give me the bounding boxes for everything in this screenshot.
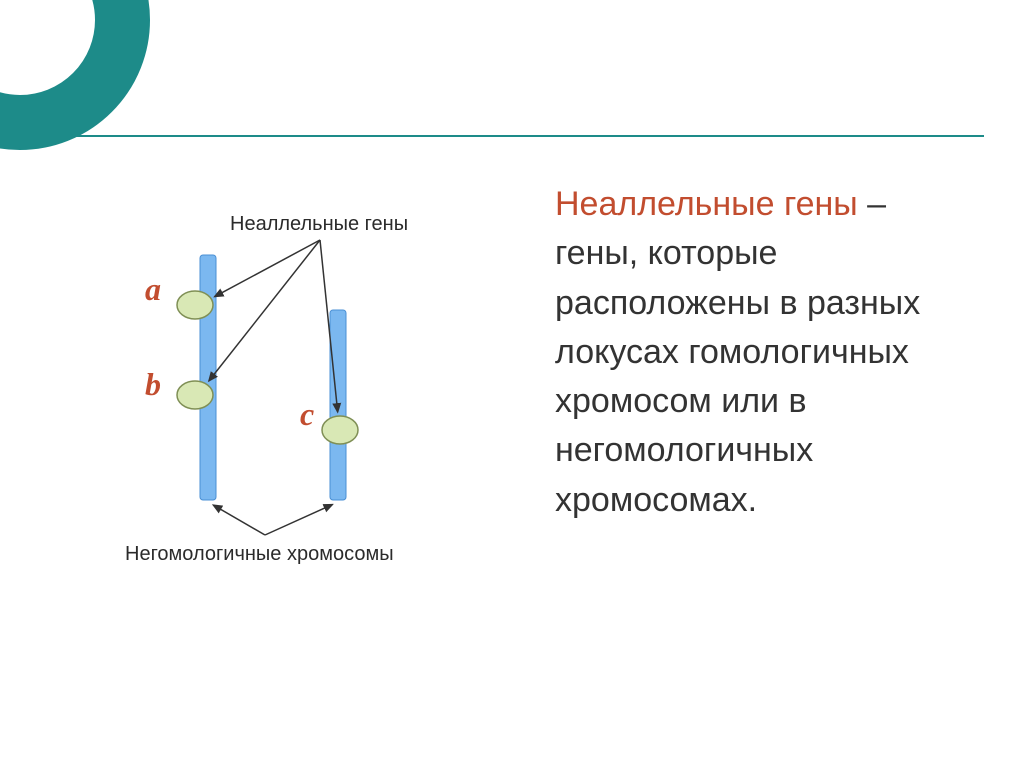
bottom-arrows <box>213 504 332 535</box>
top-arrows <box>209 240 338 412</box>
gene-marker <box>322 416 358 444</box>
arrow-to-gene <box>215 240 320 297</box>
chromosome-bar <box>330 310 346 500</box>
divider <box>40 135 984 137</box>
gene-label-a: a <box>145 271 161 307</box>
diagram-top-label: Неаллельные гены <box>230 213 408 235</box>
gene-label-b: b <box>145 366 161 402</box>
gene-label-c: c <box>300 396 314 432</box>
definition-term: Неаллельные гены <box>555 185 858 223</box>
corner-ring <box>0 0 150 150</box>
diagram-bottom-label: Негомологичные хромосомы <box>125 543 394 565</box>
definition-text: Неаллельные гены – гены, которые располо… <box>555 180 975 525</box>
arrow-to-chromosome <box>265 504 333 535</box>
diagram-svg: Неаллельные гены a b c Негомологичные хром… <box>70 200 470 620</box>
non-allelic-genes-diagram: Неаллельные гены a b c Негомологичные хром… <box>70 200 470 620</box>
arrow-to-chromosome <box>213 505 265 535</box>
definition-rest: – гены, которые расположены в разных лок… <box>555 185 920 519</box>
gene-marker <box>177 291 213 319</box>
chromosomes <box>200 255 346 500</box>
gene-marker <box>177 381 213 409</box>
arrow-to-gene <box>209 240 320 381</box>
